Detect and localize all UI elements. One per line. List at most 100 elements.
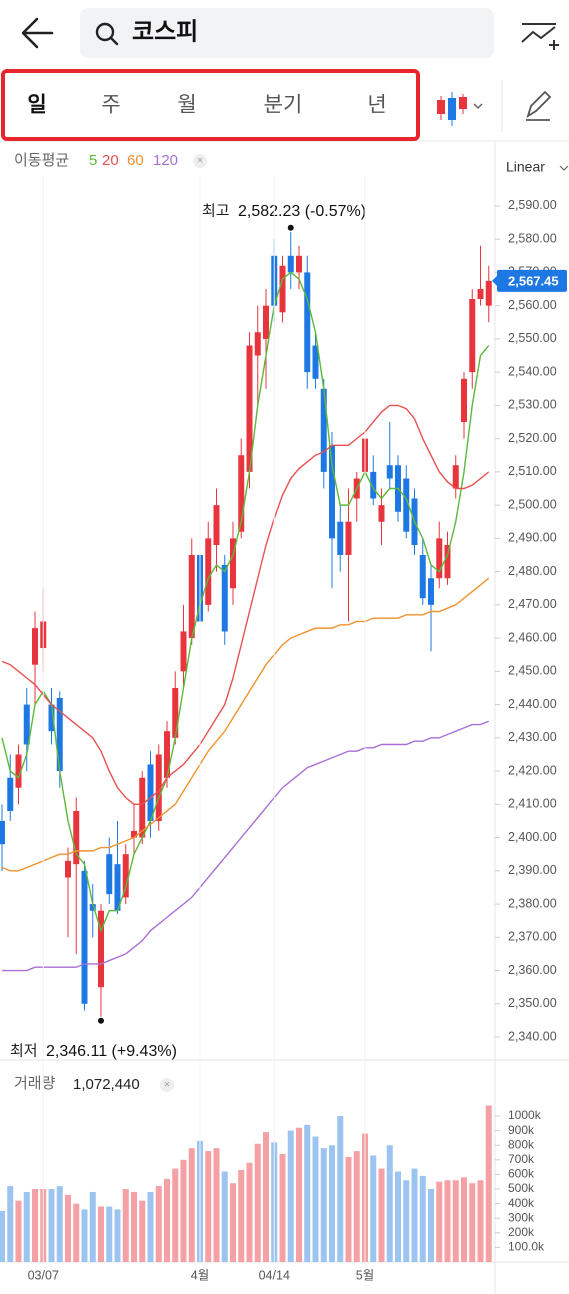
y-tick-label: 2,510.00: [508, 464, 557, 478]
candle-body: [477, 289, 484, 300]
volume-bar: [238, 1170, 245, 1262]
y-tick-label: 200k: [508, 1225, 535, 1239]
y-tick-label: 300k: [508, 1210, 535, 1224]
pen-icon: [526, 90, 552, 121]
tab[interactable]: 일: [27, 94, 46, 117]
legend-entry: 5: [89, 152, 97, 169]
candle-body: [428, 578, 434, 605]
candle-body: [32, 628, 38, 665]
volume-bar: [147, 1191, 154, 1262]
x-tick-label: 5월: [356, 1268, 374, 1282]
candle-body: [230, 538, 236, 589]
candle-body: [221, 564, 228, 632]
last-price-pointer: [492, 275, 497, 286]
y-tick-label: 500k: [508, 1181, 535, 1195]
y-tick-label: 400k: [508, 1196, 535, 1210]
volume-bar: [329, 1145, 335, 1262]
y-tick-label: 2,580.00: [508, 231, 557, 245]
candle-body: [469, 299, 476, 373]
volume-bar: [81, 1209, 88, 1262]
legend-entry: 20: [102, 152, 119, 169]
y-tick-label: 2,400.00: [508, 830, 557, 844]
volume-bar: [386, 1145, 393, 1262]
y-tick-label: 2,360.00: [508, 963, 557, 977]
volume-bar: [114, 1209, 121, 1262]
y-tick-label: 2,390.00: [508, 863, 557, 877]
candle-body: [188, 554, 195, 639]
volume-bar: [411, 1168, 418, 1262]
volume-bar: [205, 1151, 212, 1262]
candle-body: [23, 704, 30, 745]
candle-body: [180, 631, 187, 672]
y-tick-label: 2,530.00: [508, 398, 557, 412]
candle-body: [131, 830, 137, 838]
tab[interactable]: 년: [367, 94, 386, 117]
candle-body: [106, 854, 113, 895]
volume-bar: [131, 1191, 137, 1262]
candle-body: [65, 860, 71, 878]
ma-line: [1, 577, 490, 872]
draw-button[interactable]: [526, 90, 552, 121]
y-tick-label: 2,340.00: [508, 1029, 557, 1043]
candle-body: [263, 305, 269, 339]
candle-body: [139, 777, 146, 838]
y-tick-label: 2,420.00: [508, 763, 557, 777]
compare-button[interactable]: [521, 23, 559, 50]
candle-body: [320, 388, 327, 472]
compare-icon: [549, 40, 559, 50]
close-button[interactable]: [160, 1078, 174, 1092]
last-price-tag: [497, 269, 567, 292]
y-tick-label: 2,550.00: [508, 331, 557, 345]
highlight-box: [1, 69, 420, 141]
tab[interactable]: 월: [177, 94, 196, 117]
volume-bar: [403, 1180, 410, 1262]
y-tick-label: 2,560.00: [508, 298, 557, 312]
volume-bar: [230, 1183, 236, 1262]
tab[interactable]: 분기: [264, 94, 303, 117]
scale-label[interactable]: Linear: [506, 159, 545, 175]
volume-bar: [279, 1154, 286, 1262]
tab[interactable]: 주: [101, 94, 120, 117]
volume-bar: [7, 1186, 14, 1262]
close-button[interactable]: [193, 154, 207, 168]
volume-bar: [246, 1162, 253, 1262]
chevron: [559, 165, 569, 171]
candle-body: [287, 255, 294, 273]
close-icon: ×: [164, 1080, 170, 1091]
volume-bar: [213, 1148, 220, 1262]
y-tick-label: 2,470.00: [508, 597, 557, 611]
candle-body: [122, 854, 129, 898]
volume-bar: [419, 1175, 426, 1262]
candle-body: [378, 505, 385, 522]
candle-body: [254, 332, 261, 356]
back-button[interactable]: [21, 17, 54, 49]
chart-type-button[interactable]: [437, 92, 483, 126]
candle-body: [56, 697, 63, 772]
candle-body: [419, 554, 426, 599]
search-text: 코스피: [132, 18, 198, 45]
icon: [459, 97, 467, 109]
legend-entry: 120: [153, 152, 178, 169]
volume-bar: [337, 1116, 344, 1262]
y-tick-label: 2,370.00: [508, 930, 557, 944]
volume-bar: [15, 1200, 22, 1262]
candle-body: [15, 754, 22, 788]
candle-body: [48, 704, 55, 732]
ma-line: [2, 720, 490, 972]
volume-bar: [0, 1210, 5, 1262]
volume-bar: [296, 1127, 302, 1262]
y-tick-label: 2,410.00: [508, 797, 557, 811]
annotation-value: 2,582.23 (-0.57%): [238, 203, 366, 220]
volume-bar: [444, 1180, 451, 1262]
candle-body: [337, 521, 344, 555]
candle-body: [238, 455, 245, 532]
legend-entry: 60: [127, 152, 144, 169]
search-box[interactable]: [80, 8, 494, 58]
volume-bar: [188, 1148, 195, 1262]
volume-bar: [48, 1189, 55, 1262]
volume-bar: [485, 1105, 492, 1262]
volume-bar: [180, 1159, 187, 1262]
close-icon: ×: [197, 156, 203, 167]
volume-bar: [98, 1206, 104, 1262]
y-tick-label: 2,520.00: [508, 431, 557, 445]
